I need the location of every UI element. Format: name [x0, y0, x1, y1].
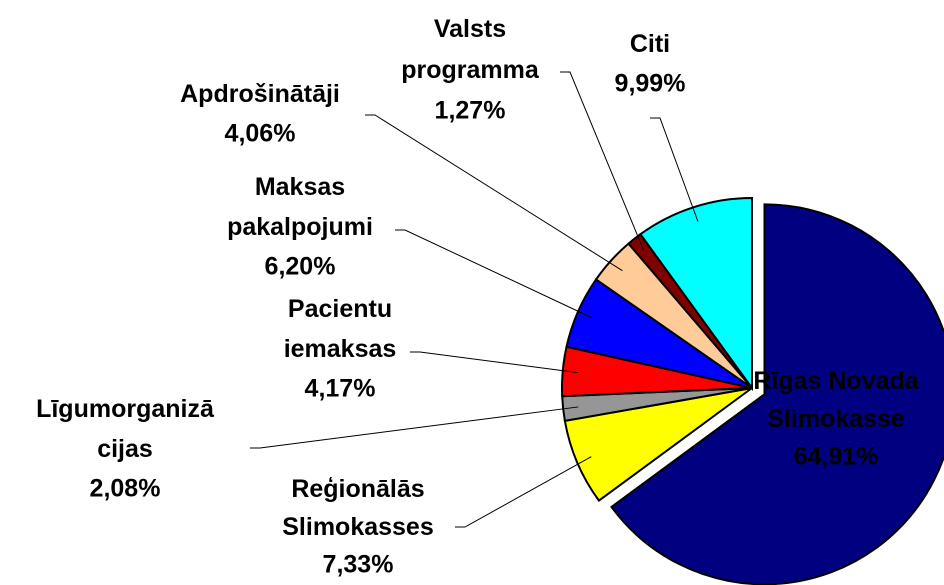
leader-line	[650, 117, 699, 222]
slice-label: Valsts programma	[401, 15, 540, 84]
label-line: Rīgas Novada	[753, 367, 919, 395]
label-line: Reģionālās	[291, 475, 424, 503]
label-line: Maksas	[255, 173, 345, 201]
leader-line	[395, 229, 593, 319]
slice-label: Maksas pakalpojumi	[227, 173, 373, 241]
label-line: Valsts	[434, 15, 506, 43]
pie-slice	[639, 196, 753, 392]
value-label: 4,06%	[225, 120, 296, 148]
leader-line	[455, 456, 592, 528]
leader-line	[250, 406, 579, 449]
slice-label: Apdrošinātāji	[180, 80, 340, 108]
label-line: Apdrošinātāji	[180, 80, 340, 108]
pie-slice	[610, 203, 944, 585]
leader-line	[410, 351, 578, 374]
value-label: 4,17%	[305, 375, 376, 403]
slice-label: Līgumorganizā cijas	[36, 395, 215, 463]
label-line: Citi	[630, 30, 670, 58]
value-label: 9,99%	[615, 70, 686, 98]
slice-label: Pacientu iemaksas	[284, 295, 397, 363]
label-line: Līgumorganizā	[36, 395, 215, 423]
value-label: 1,27%	[435, 97, 506, 125]
label-line: pakalpojumi	[227, 213, 373, 241]
value-label: 7,33%	[323, 551, 394, 579]
slice-label: Reģionālās Slimokasses	[282, 475, 434, 541]
leader-line	[560, 71, 645, 251]
value-label: 2,08%	[90, 475, 161, 503]
label-line: Slimokasses	[282, 513, 434, 541]
label-line: Pacientu	[288, 295, 392, 323]
leader-line	[365, 114, 623, 272]
label-line: iemaksas	[284, 335, 397, 363]
label-line: cijas	[97, 435, 153, 463]
value-label: 64,91%	[794, 443, 879, 471]
slice-label: Citi	[630, 30, 670, 58]
slice-label: Rīgas Novada Slimokasse	[753, 367, 919, 433]
label-line: Slimokasse	[767, 405, 905, 433]
label-line: programma	[401, 56, 540, 84]
value-label: 6,20%	[265, 253, 336, 281]
